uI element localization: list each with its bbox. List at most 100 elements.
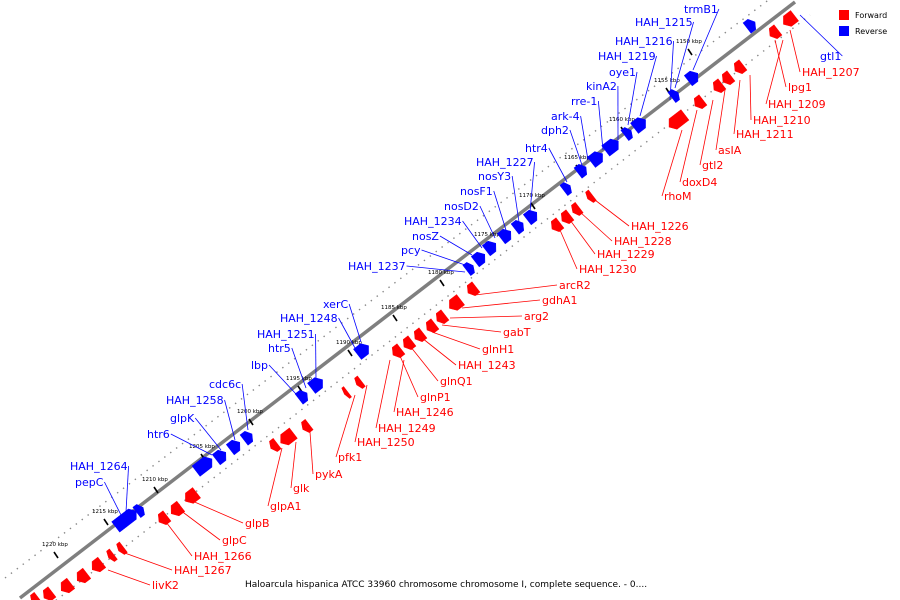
forward-leader-line	[179, 509, 221, 541]
reverse-leader-line	[799, 14, 843, 57]
reverse-leader-line	[597, 100, 604, 151]
tick-layer: 1150 kbp 1155 kbp 1160 kbp 1165 kbp 1170 kbp…	[42, 39, 702, 559]
reverse-leader-lines	[104, 8, 843, 518]
forward-gene-feature	[354, 375, 366, 389]
forward-gene-feature	[449, 294, 465, 311]
forward-leader-line	[121, 551, 173, 571]
forward-gene-feature	[106, 548, 118, 562]
forward-gene-label: gdhA1	[542, 294, 577, 307]
forward-gene-feature	[341, 386, 352, 399]
reverse-gene-label: dph2	[541, 124, 569, 137]
forward-leader-line	[409, 345, 439, 382]
tick-mark	[53, 551, 59, 559]
reverse-gene-label: HAH_1248	[280, 312, 338, 325]
reverse-leader-line	[580, 115, 589, 161]
forward-gene-label: asIA	[718, 144, 742, 157]
reverse-gene-feature	[191, 456, 213, 477]
forward-leader-line	[441, 324, 502, 333]
reverse-gene-feature	[211, 449, 227, 466]
tick-mark	[439, 279, 445, 287]
reverse-gene-label: htr4	[525, 142, 548, 155]
forward-gene-label: HAH_1209	[768, 98, 826, 111]
forward-gene-feature	[116, 541, 128, 555]
forward-leader-line	[375, 359, 391, 429]
forward-leader-line	[421, 337, 457, 366]
tick-label: 1205 kbp	[189, 444, 215, 450]
reverse-leader-line	[224, 399, 236, 441]
forward-gene-label: glk	[293, 482, 310, 495]
forward-gene-label: glnP1	[420, 391, 451, 404]
tick-label: 1195 kbp	[286, 376, 312, 382]
forward-leader-line	[594, 199, 630, 227]
forward-gene-feature	[768, 24, 783, 40]
forward-gene-feature	[280, 427, 298, 446]
forward-leader-line	[393, 359, 405, 413]
reverse-leader-line	[125, 465, 129, 513]
reverse-leader-line	[439, 235, 473, 256]
legend-label-forward: Forward	[855, 11, 887, 20]
reverse-gene-label: kinA2	[586, 80, 617, 93]
reverse-gene-label: pepC	[75, 476, 104, 489]
forward-gene-label: pykA	[315, 468, 343, 481]
forward-gene-feature	[560, 209, 575, 225]
reverse-gene-feature	[307, 377, 323, 394]
reverse-leader-line	[406, 265, 466, 273]
reverse-gene-feature	[111, 508, 137, 533]
reverse-leader-line	[291, 347, 307, 389]
reverse-guide-line	[4, 0, 770, 579]
forward-gene-feature	[721, 70, 736, 86]
forward-leader-line	[431, 331, 481, 350]
reverse-gene-label: ark-4	[551, 110, 580, 123]
reverse-gene-label: htr5	[268, 342, 291, 355]
forward-gene-label: pfk1	[338, 451, 362, 464]
legend-swatch-forward	[839, 10, 849, 20]
reverse-gene-label: HAH_1264	[70, 460, 128, 473]
forward-gene-feature	[668, 109, 690, 130]
reverse-gene-feature	[667, 89, 680, 103]
forward-gene-label: HAH_1210	[753, 114, 811, 127]
forward-leader-line	[733, 79, 741, 135]
forward-gene-label: HAH_1230	[579, 263, 637, 276]
reverse-gene-label: nosF1	[460, 185, 493, 198]
forward-strand-features	[30, 10, 799, 600]
forward-leader-lines	[107, 29, 801, 586]
reverse-gene-feature	[481, 240, 497, 257]
tick-label: 1170 kbp	[519, 193, 545, 199]
forward-leader-line	[789, 29, 801, 73]
tick-label: 1180 kbp	[428, 270, 454, 276]
forward-gene-feature	[301, 419, 314, 433]
forward-gene-label: HAH_1229	[597, 248, 655, 261]
tick-mark	[248, 418, 254, 426]
reverse-gene-label: gtl1	[820, 50, 841, 63]
reverse-leader-line	[548, 147, 568, 183]
forward-leader-line	[774, 39, 787, 88]
forward-gene-feature	[550, 217, 565, 233]
legend: Forward Reverse	[839, 10, 887, 36]
forward-gene-feature	[466, 281, 481, 297]
forward-gene-feature	[391, 343, 406, 359]
forward-leader-line	[107, 569, 151, 586]
reverse-leader-line	[569, 129, 584, 169]
forward-gene-label: HAH_1228	[614, 235, 672, 248]
reverse-gene-feature	[630, 117, 646, 134]
reverse-gene-label: trmB1	[684, 3, 718, 16]
forward-gene-feature	[170, 500, 186, 517]
reverse-leader-line	[511, 175, 520, 223]
forward-gene-feature	[413, 327, 428, 343]
forward-leader-line	[354, 384, 368, 443]
forward-gene-feature	[157, 510, 172, 526]
forward-gene-label: glpA1	[270, 500, 302, 513]
forward-leader-line	[461, 299, 541, 309]
forward-leader-line	[290, 441, 297, 489]
forward-gene-label: arcR2	[559, 279, 591, 292]
forward-gene-label: HAH_1266	[194, 550, 252, 563]
reverse-gene-label: nosD2	[444, 200, 479, 213]
forward-gene-feature	[783, 10, 799, 27]
reverse-gene-label: HAH_1234	[404, 215, 462, 228]
forward-gene-label: HAH_1249	[378, 422, 436, 435]
tick-label: 1175 kbp	[474, 232, 500, 238]
reverse-gene-label: xerC	[323, 298, 348, 311]
forward-gene-label: HAH_1250	[357, 436, 415, 449]
forward-gene-feature	[60, 577, 76, 594]
forward-gene-feature	[733, 59, 748, 75]
